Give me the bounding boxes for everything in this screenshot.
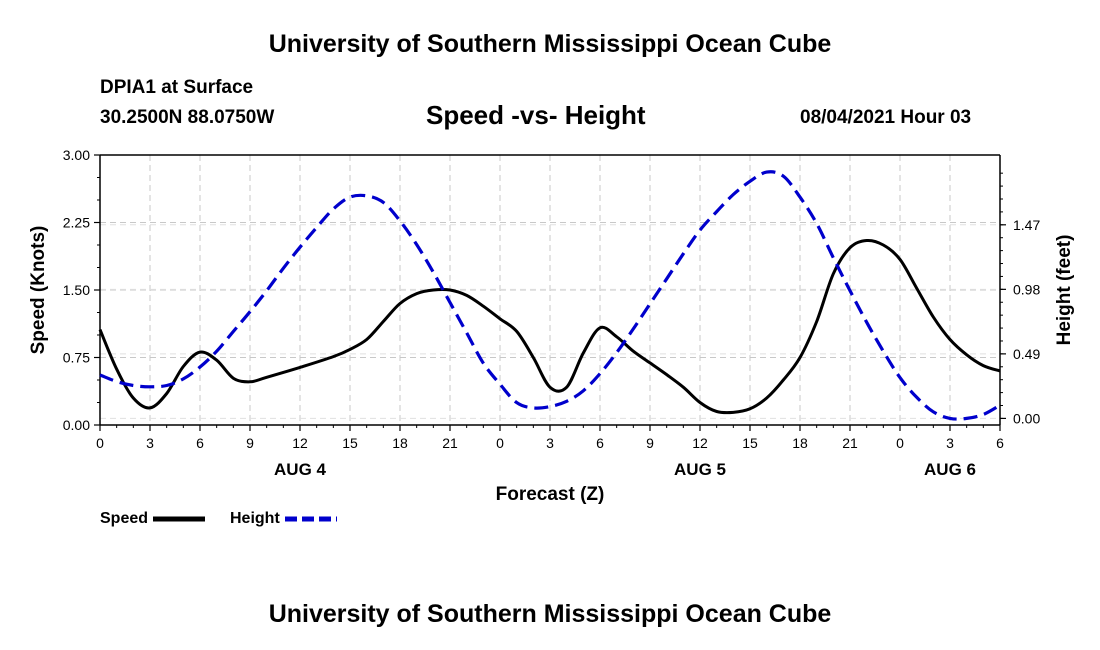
x-tick-label: 12 — [292, 435, 308, 451]
legend-height: Height — [230, 510, 338, 528]
y-left-tick-label: 1.50 — [63, 282, 90, 298]
axes-layer — [94, 154, 1006, 431]
y-left-tick-label: 2.25 — [63, 215, 90, 231]
x-axis-label: Forecast (Z) — [496, 484, 605, 505]
legend-height-swatch — [285, 516, 338, 522]
x-tick-label: 9 — [246, 435, 254, 451]
chart-subtitle: Speed -vs- Height — [426, 100, 646, 130]
x-tick-label: 3 — [946, 435, 954, 451]
x-tick-label: 12 — [692, 435, 708, 451]
x-tick-label: 3 — [546, 435, 554, 451]
legend-speed: Speed — [100, 510, 206, 528]
x-tick-label: 21 — [442, 435, 458, 451]
x-tick-label: 3 — [146, 435, 154, 451]
y-left-tick-label: 0.75 — [63, 350, 90, 366]
speed-series-line — [98, 238, 1001, 415]
y-right-tick-label: 0.49 — [1013, 346, 1040, 362]
y-left-tick-label: 3.00 — [63, 147, 90, 163]
y-left-axis-label: Speed (Knots) — [28, 226, 49, 355]
y-right-tick-label: 0.98 — [1013, 281, 1040, 297]
y-right-tick-label: 0.00 — [1013, 410, 1040, 426]
y-right-tick-label: 1.47 — [1013, 217, 1040, 233]
station-name: DPIA1 at Surface — [100, 77, 254, 98]
chart-title-top: University of Southern Mississippi Ocean… — [268, 30, 832, 58]
x-tick-label: 15 — [742, 435, 758, 451]
x-tick-label: 18 — [792, 435, 808, 451]
x-tick-label: 6 — [996, 435, 1004, 451]
x-tick-label: 21 — [842, 435, 858, 451]
x-tick-label: 0 — [496, 435, 504, 451]
x-tick-label: 6 — [596, 435, 604, 451]
height-series-line — [99, 170, 1001, 421]
forecast-datetime: 08/04/2021 Hour 03 — [800, 107, 972, 128]
y-left-tick-label: 0.00 — [63, 417, 90, 433]
station-coordinates: 30.2500N 88.0750W — [100, 107, 275, 128]
date-label: AUG 6 — [924, 460, 976, 479]
x-tick-label: 15 — [342, 435, 358, 451]
x-tick-label: 18 — [392, 435, 408, 451]
x-tick-label: 6 — [196, 435, 204, 451]
x-tick-label: 9 — [646, 435, 654, 451]
date-label: AUG 4 — [274, 460, 327, 479]
chart-title-bottom: University of Southern Mississippi Ocean… — [268, 600, 832, 628]
date-label: AUG 5 — [674, 460, 726, 479]
labels-layer: 0 3 6 9 12 15 18 21 0 3 6 9 12 15 18 21 0 3 6 0.00 0.75 1.50 2… — [28, 147, 1075, 505]
x-tick-label: 0 — [896, 435, 904, 451]
series-layer — [98, 170, 1001, 421]
x-tick-label: 0 — [96, 435, 104, 451]
grid-layer — [100, 155, 1000, 425]
legend-speed-swatch — [153, 516, 206, 522]
legend-height-label: Height — [230, 510, 280, 527]
legend-speed-label: Speed — [100, 510, 149, 527]
y-right-axis-label: Height (feet) — [1054, 235, 1075, 346]
